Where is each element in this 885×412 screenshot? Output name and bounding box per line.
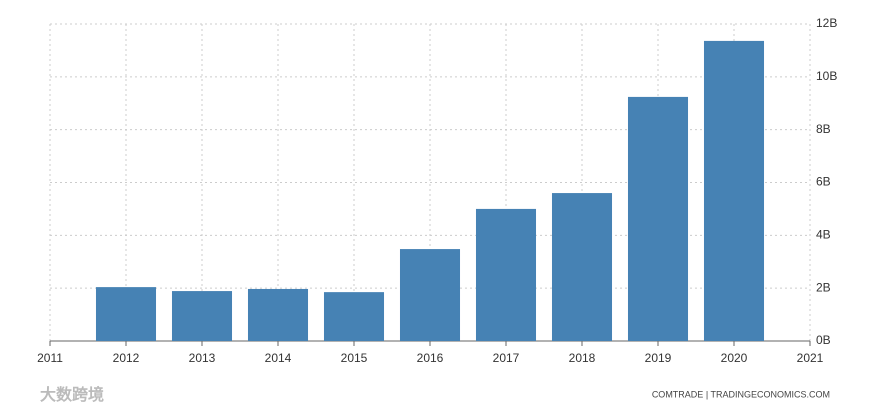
bar xyxy=(627,96,689,341)
x-tick-label: 2011 xyxy=(37,351,63,365)
bar xyxy=(399,249,461,341)
bar xyxy=(323,292,385,341)
bar xyxy=(703,40,765,341)
x-tick-label: 2019 xyxy=(645,351,672,365)
x-tick-label: 2016 xyxy=(417,351,444,365)
x-tick-label: 2012 xyxy=(113,351,140,365)
y-tick-label: 4B xyxy=(816,228,831,242)
source: COMTRADE | TRADINGECONOMICS.COM xyxy=(652,389,830,399)
y-tick-label: 6B xyxy=(816,175,831,189)
x-tick-label: 2014 xyxy=(265,351,292,365)
bar xyxy=(247,288,309,341)
x-tick-label: 2015 xyxy=(341,351,368,365)
y-tick-label: 0B xyxy=(816,333,831,347)
bar xyxy=(475,208,537,341)
y-tick-label: 2B xyxy=(816,280,831,294)
bar xyxy=(551,193,613,341)
x-tick-label: 2018 xyxy=(569,351,596,365)
bar xyxy=(95,287,157,341)
x-tick-label: 2021 xyxy=(797,351,824,365)
x-tick-label: 2020 xyxy=(721,351,748,365)
watermark: 大数跨境 xyxy=(40,385,104,404)
y-tick-label: 10B xyxy=(816,69,837,83)
y-tick-label: 12B xyxy=(816,16,837,30)
x-tick-label: 2013 xyxy=(189,351,216,365)
x-tick-label: 2017 xyxy=(493,351,520,365)
y-tick-label: 8B xyxy=(816,122,831,136)
bar xyxy=(171,291,233,341)
